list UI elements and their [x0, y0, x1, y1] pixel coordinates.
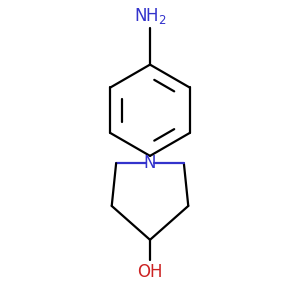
Text: OH: OH: [137, 263, 163, 281]
Text: NH$_2$: NH$_2$: [134, 6, 166, 26]
Text: N: N: [144, 154, 156, 172]
